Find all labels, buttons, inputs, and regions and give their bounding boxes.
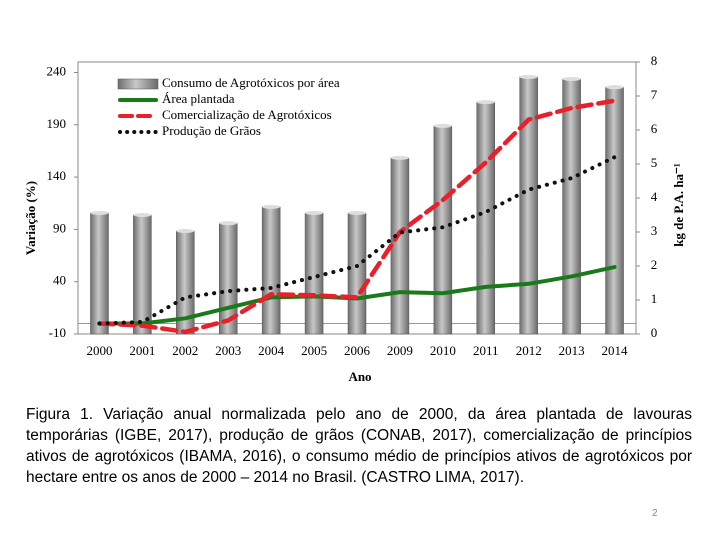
x-tick-label: 2012 [516, 343, 542, 358]
y2-tick-label: 5 [651, 155, 658, 170]
x-tick-label: 2005 [301, 343, 327, 358]
y2-tick-label: 1 [651, 291, 658, 306]
bar-cap [176, 228, 195, 233]
x-tick-label: 2001 [129, 343, 155, 358]
bar [390, 157, 410, 335]
y-tick-label: 140 [47, 168, 67, 183]
x-tick-label: 2000 [86, 343, 112, 358]
bar-cap [519, 74, 538, 79]
bar-cap [433, 123, 452, 128]
bar [562, 78, 581, 335]
bar [90, 212, 109, 335]
y2-tick-label: 4 [651, 189, 658, 204]
y2-tick-label: 3 [651, 223, 658, 238]
y-tick-label: 240 [47, 63, 67, 78]
bar-cap [305, 210, 324, 215]
x-tick-label: 2011 [473, 343, 499, 358]
x-tick-label: 2004 [258, 343, 285, 358]
bar [304, 212, 324, 335]
bar-cap [90, 210, 109, 215]
bar-cap [219, 221, 238, 226]
bar-cap [262, 204, 281, 209]
x-tick-label: 2003 [215, 343, 241, 358]
bar [519, 76, 538, 335]
page-number: 2 [652, 508, 658, 519]
bar [133, 214, 152, 335]
bar-cap [476, 100, 495, 105]
x-tick-label: 2014 [602, 343, 629, 358]
x-tick-label: 2013 [559, 343, 585, 358]
y2-tick-label: 7 [651, 87, 658, 102]
legend-label: Consumo de Agrotóxicos por área [162, 75, 340, 90]
x-tick-label: 2002 [172, 343, 198, 358]
y2-axis-label: kg de P.A. ha⁻¹ [671, 163, 686, 247]
bar-cap [133, 213, 152, 217]
bar [476, 101, 496, 335]
y2-tick-label: 0 [651, 325, 658, 340]
bar [605, 86, 624, 335]
x-tick-label: 2006 [344, 343, 371, 358]
bar [347, 212, 367, 335]
bar [261, 206, 281, 335]
bar-cap [348, 210, 366, 215]
caption: Figura 1. Variação anual normalizada pel… [26, 406, 692, 486]
y-tick-label: 40 [53, 273, 66, 288]
legend-label: Produção de Grãos [162, 123, 261, 138]
y-axis-label: Variação (%) [23, 181, 38, 255]
x-tick-label: 2010 [430, 343, 456, 358]
x-tick-label: 2009 [387, 343, 413, 358]
y2-tick-label: 6 [651, 121, 658, 136]
y2-tick-label: 8 [651, 53, 658, 68]
bar-cap [562, 77, 581, 81]
line [97, 155, 617, 326]
bar-cap [605, 85, 624, 90]
legend-label: Comercialização de Agrotóxicos [162, 107, 332, 122]
y-tick-label: 190 [47, 116, 67, 131]
y-tick-label: -10 [49, 325, 66, 340]
legend-swatch [117, 78, 159, 90]
line [97, 98, 617, 335]
bar [433, 125, 453, 335]
legend-label: Área plantada [162, 91, 235, 106]
y-tick-label: 90 [53, 220, 66, 235]
bar-cap [390, 155, 409, 160]
chart: Ano Variação (%) kg de P.A. ha⁻¹ -104090… [23, 53, 686, 384]
y2-tick-label: 2 [651, 257, 658, 272]
x-axis-label: Ano [348, 369, 371, 384]
